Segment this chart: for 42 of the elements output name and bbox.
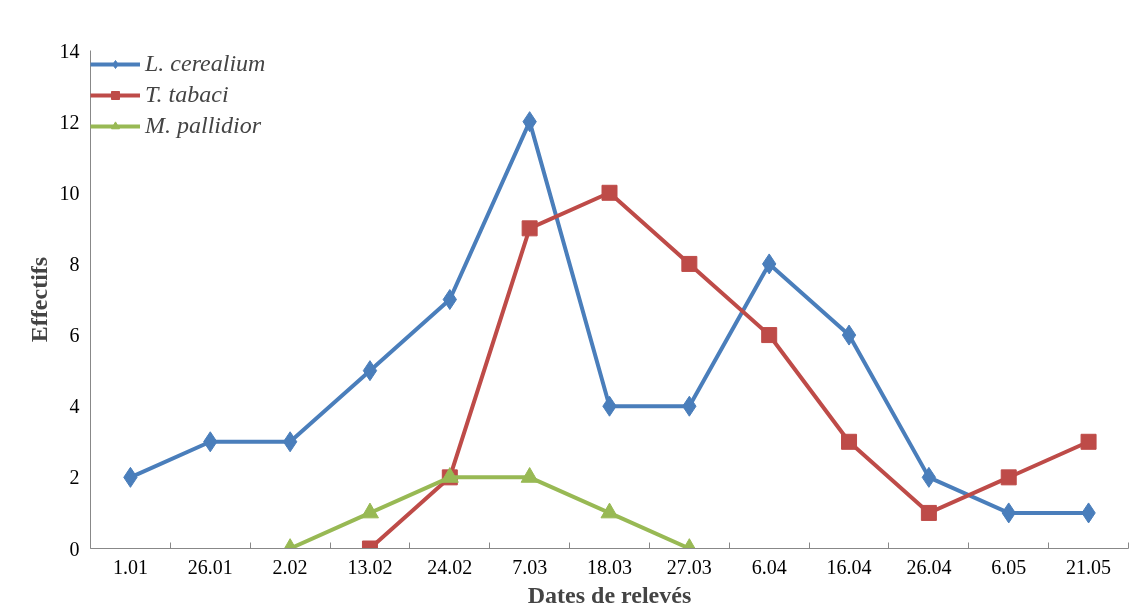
point xyxy=(442,289,457,310)
x-tick-label: 6.05 xyxy=(991,555,1027,578)
legend-label: T. tabaci xyxy=(145,81,229,108)
point xyxy=(1000,469,1017,486)
x-tick-label: 18.03 xyxy=(587,555,632,578)
point xyxy=(921,466,937,488)
x-tick-label: 6.04 xyxy=(751,555,787,578)
x-tick-label: 16.04 xyxy=(826,555,872,578)
point xyxy=(600,502,619,519)
legend-label: M. pallidior xyxy=(145,112,262,139)
point xyxy=(601,184,618,201)
y-tick-label: 8 xyxy=(69,252,80,275)
x-tick-label: 27.03 xyxy=(666,555,712,578)
point xyxy=(841,324,857,346)
point xyxy=(360,502,379,519)
point xyxy=(520,467,539,483)
point xyxy=(681,255,698,272)
x-tick-label: 21.05 xyxy=(1066,555,1112,578)
point xyxy=(362,360,378,382)
y-tick-label: 0 xyxy=(69,537,80,560)
y-tick-label: 14 xyxy=(59,39,80,62)
x-tick-label: 7.03 xyxy=(512,555,548,578)
x-tick-label: 26.04 xyxy=(906,555,952,578)
x-tick-label: 26.01 xyxy=(187,555,233,578)
point xyxy=(521,220,538,237)
point xyxy=(282,431,298,453)
x-tick-label: 1.01 xyxy=(112,555,148,578)
y-axis-title: Effectifs xyxy=(25,256,52,343)
y-tick-label: 4 xyxy=(69,395,80,418)
point xyxy=(920,504,937,521)
x-axis-title: Dates de relevés xyxy=(527,581,692,608)
legend-label: L. cerealium xyxy=(145,50,266,77)
point xyxy=(1080,433,1097,450)
x-tick-label: 13.02 xyxy=(347,555,393,578)
point xyxy=(761,327,778,344)
x-tick-label: 2.02 xyxy=(272,555,308,578)
point xyxy=(841,433,858,450)
y-tick-label: 12 xyxy=(59,110,80,133)
x-tick-label: 24.02 xyxy=(427,555,473,578)
y-tick-label: 6 xyxy=(69,324,80,347)
y-tick-label: 10 xyxy=(59,181,80,204)
y-tick-label: 2 xyxy=(69,466,80,489)
